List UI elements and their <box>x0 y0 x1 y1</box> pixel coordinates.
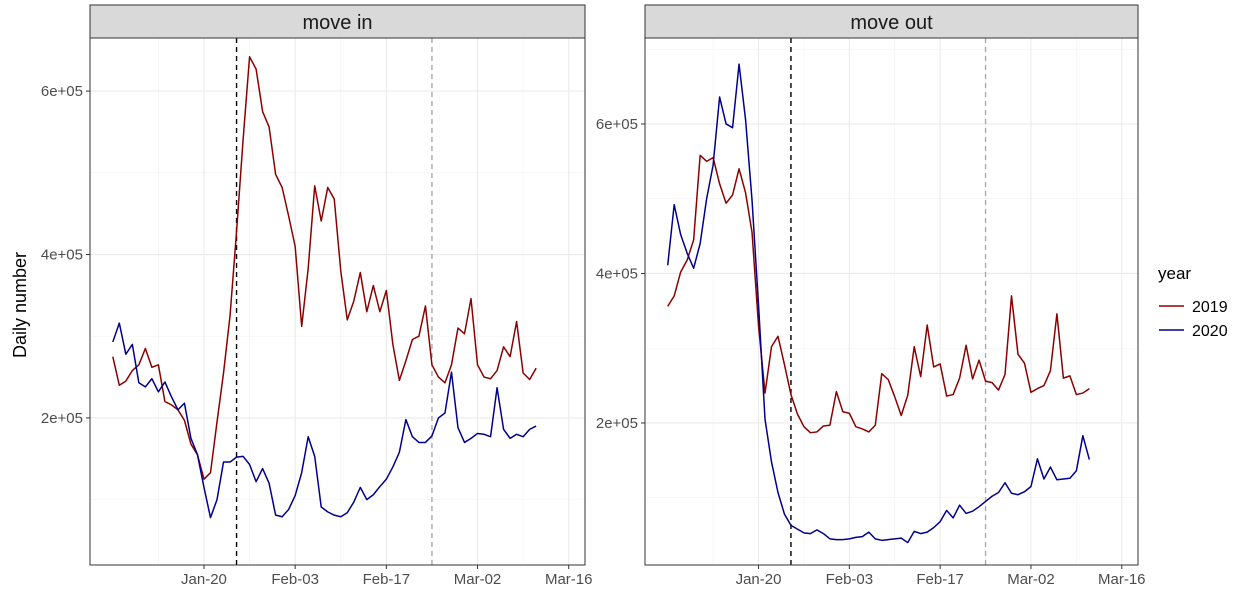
x-tick-label: Feb-17 <box>916 571 964 588</box>
panel-move-out: move out Jan-20 Feb-03 Feb-17 Mar-02 Mar-16 2e… <box>596 4 1146 588</box>
y-axis-title: Daily number <box>10 252 30 358</box>
y-tick-label: 4e+05 <box>596 265 638 282</box>
legend-title: year <box>1158 264 1191 283</box>
plot-area <box>645 38 1138 565</box>
legend-label-2019: 2019 <box>1192 299 1228 316</box>
x-tick-label: Mar-02 <box>1007 571 1055 588</box>
x-tick-label: Feb-03 <box>271 571 319 588</box>
y-tick-label: 2e+05 <box>596 415 638 432</box>
x-tick-label: Mar-16 <box>545 571 593 588</box>
plot-area <box>90 38 585 565</box>
y-tick-label: 2e+05 <box>41 410 83 427</box>
y-tick-label: 6e+05 <box>41 83 83 100</box>
series-line-2019 <box>667 154 1090 434</box>
x-tick-label: Jan-20 <box>181 571 227 588</box>
legend: year 2019 2020 <box>1158 264 1228 340</box>
strip-title: move in <box>302 12 372 34</box>
panel-move-in: move in Jan-20 Feb-03 Feb-17 Mar-02 Mar-16 2e+… <box>41 4 593 588</box>
series-line-2019 <box>112 56 537 480</box>
panel-border <box>644 37 1139 566</box>
y-tick-label: 4e+05 <box>41 247 83 264</box>
strip-title: move out <box>850 12 933 34</box>
x-tick-label: Jan-20 <box>736 571 782 588</box>
x-tick-label: Mar-16 <box>1098 571 1146 588</box>
panel-border <box>89 37 586 566</box>
legend-label-2020: 2020 <box>1192 323 1228 340</box>
x-tick-label: Feb-17 <box>363 571 411 588</box>
y-tick-label: 6e+05 <box>596 116 638 133</box>
x-tick-label: Mar-02 <box>454 571 502 588</box>
series-line-2020 <box>666 63 1091 544</box>
strip-background <box>89 4 586 39</box>
x-tick-label: Feb-03 <box>826 571 874 588</box>
series-line-2020 <box>112 322 537 519</box>
